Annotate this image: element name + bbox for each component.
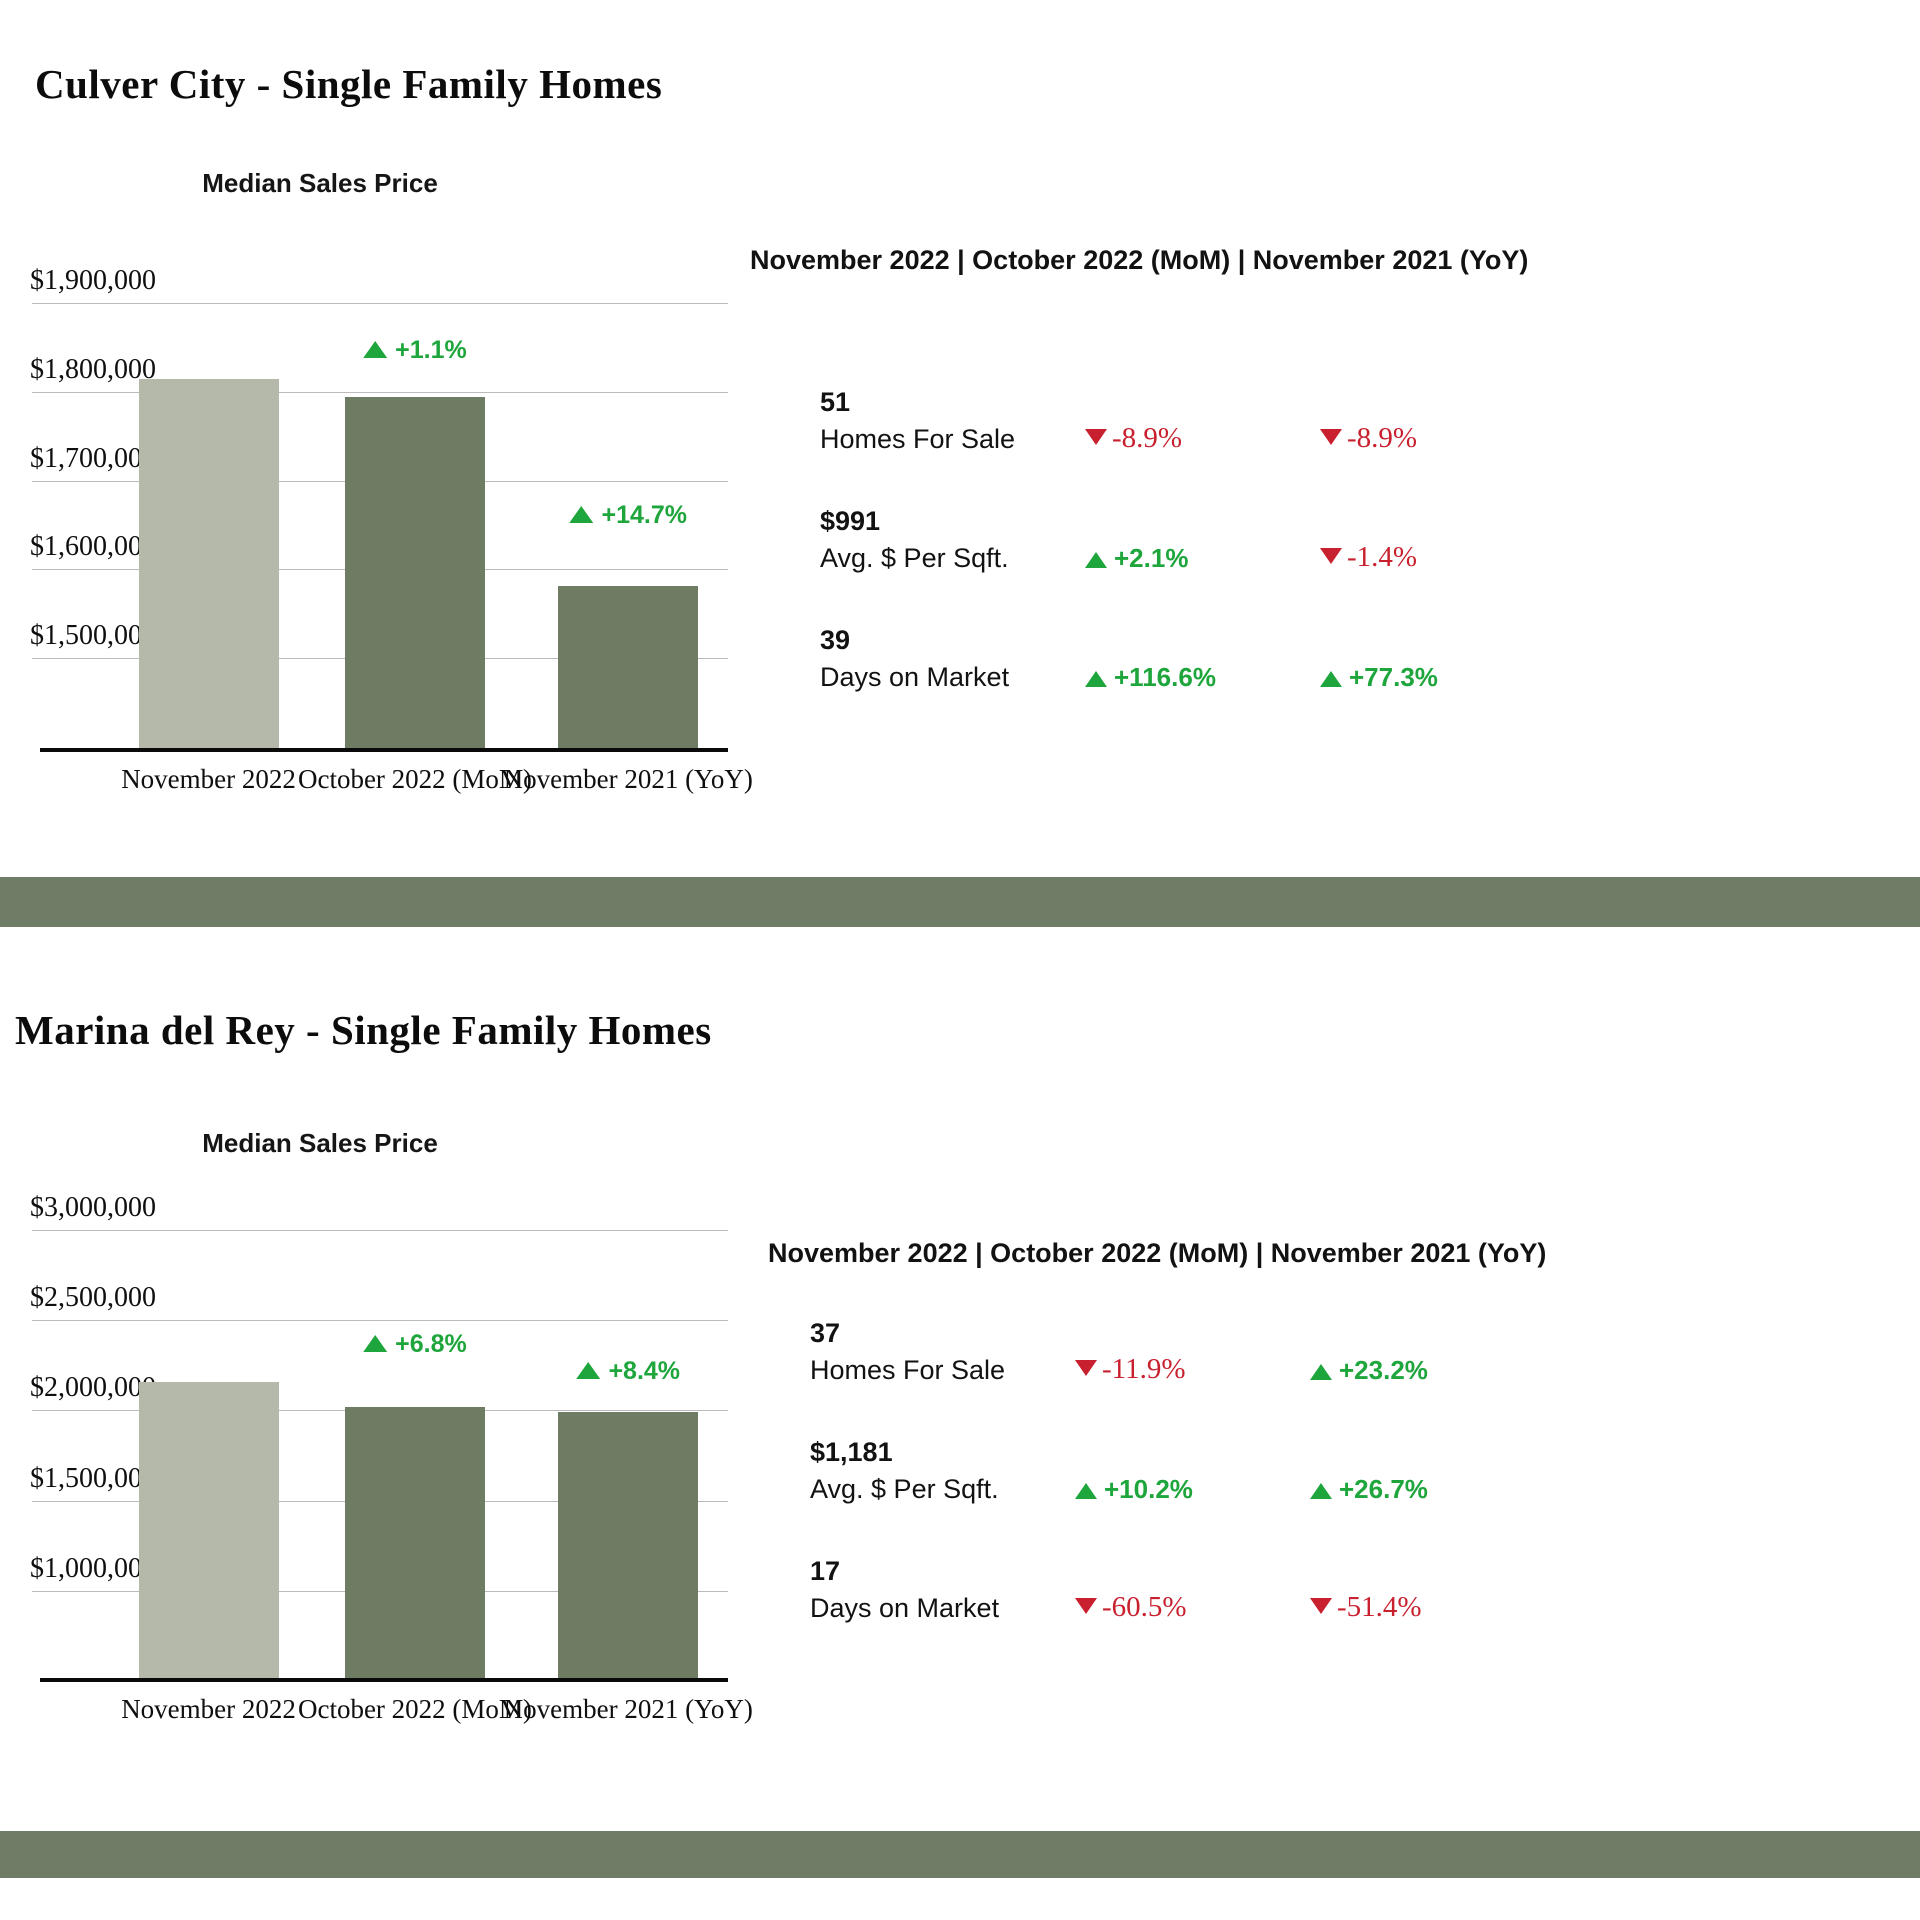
mom-change: -11.9% [1075,1353,1310,1390]
stat-row-days-on-market: 39 Days on Market +116.6% +77.3% [820,623,1560,697]
yoy-change: +23.2% [1310,1355,1578,1390]
y-axis-label: $2,500,000 [30,1282,156,1314]
y-axis-label: $3,000,000 [30,1191,156,1223]
stats-panel-header: November 2022 | October 2022 (MoM) | Nov… [768,1238,1547,1268]
y-axis-label: $1,900,000 [30,264,156,296]
pct-change-annotation: +8.4% [576,1358,680,1384]
x-axis-labels: November 2022 October 2022 (MoM) November … [40,764,753,806]
stat: 37 Homes For Sale [810,1316,1075,1390]
pct-change-annotation: +6.8% [363,1331,467,1357]
mom-change: +2.1% [1085,543,1320,578]
stat-row-days-on-market: 17 Days on Market -60.5% -51.4% [810,1554,1578,1628]
y-axis-label: $1,800,000 [30,353,156,385]
stats-rows: 51 Homes For Sale -8.9% -8.9% $991 Avg. … [750,385,1560,697]
gridline [32,1229,728,1231]
bar-november-2021-yoy- [558,1412,699,1678]
stat-value: $1,181 [810,1437,893,1467]
yoy-change: -1.4% [1320,541,1560,578]
x-axis-label: November 2021 (YoY) [503,764,753,794]
stat: 51 Homes For Sale [820,385,1085,459]
section-title-culver-city: Culver City - Single Family Homes [35,61,663,107]
stat: $991 Avg. $ Per Sqft. [820,504,1085,578]
x-axis-label: November 2022 [121,764,296,794]
mom-change: +10.2% [1075,1474,1310,1509]
x-axis-label: November 2022 [121,1694,296,1724]
marina-del-rey-median-sales-price-chart: Median Sales Price $3,000,000 $2,500,000 $… [30,1128,753,1736]
stat-label: Homes For Sale [820,424,1016,454]
stat-value: 37 [810,1318,841,1348]
stat-value: 51 [820,387,851,417]
stat-label: Days on Market [810,1593,1000,1623]
bar-november-2022 [138,1382,279,1678]
footer-divider-band [0,1831,1920,1878]
bar-chart-plot-area: $1,900,000 $1,800,000 $1,700,000 $1,600,000… [30,215,728,752]
x-axis-label: November 2021 (YoY) [503,1694,753,1724]
yoy-change: +77.3% [1320,662,1560,697]
gridline [32,1320,728,1322]
pct-change-annotation: +1.1% [363,337,467,363]
y-axis-label: $2,000,000 [30,1372,156,1404]
stat: $1,181 Avg. $ Per Sqft. [810,1435,1075,1509]
culver-city-median-sales-price-chart: Median Sales Price $1,900,000 $1,800,000 $… [30,168,753,806]
bar-october-2022-mom- [344,1406,485,1678]
x-axis-labels: November 2022 October 2022 (MoM) November … [40,1694,753,1736]
bar-chart-plot-area: $3,000,000 $2,500,000 $2,000,000 $1,500,000… [30,1192,728,1682]
stat-value: 39 [820,625,851,655]
section-title-marina-del-rey: Marina del Rey - Single Family Homes [15,1007,712,1053]
mom-change: -8.9% [1085,422,1320,459]
yoy-change: -51.4% [1310,1591,1578,1628]
mom-change: -60.5% [1075,1591,1310,1628]
y-axis-label: $1,600,000 [30,531,156,563]
culver-city-stats-panel: November 2022 | October 2022 (MoM) | Nov… [750,243,1560,742]
chart-title: Median Sales Price [202,1128,438,1158]
yoy-change: -8.9% [1320,422,1560,459]
stat-label: Homes For Sale [810,1355,1006,1385]
bar-november-2022 [138,379,279,748]
stats-rows: 37 Homes For Sale -11.9% +23.2% $1,181 A… [768,1316,1578,1628]
stat-value: 17 [810,1556,841,1586]
stat: 39 Days on Market [820,623,1085,697]
yoy-change: +26.7% [1310,1474,1578,1509]
x-axis-label: October 2022 (MoM) [297,764,532,794]
stat-row-avg-per-sqft: $1,181 Avg. $ Per Sqft. +10.2% +26.7% [810,1435,1578,1509]
bar-october-2022-mom- [344,397,485,748]
marina-del-rey-stats-panel: November 2022 | October 2022 (MoM) | Nov… [768,1236,1578,1673]
section-divider-band [0,877,1920,927]
stats-panel-header: November 2022 | October 2022 (MoM) | Nov… [750,245,1529,275]
y-axis-label: $1,700,000 [30,442,156,474]
stat-label: Avg. $ Per Sqft. [810,1474,999,1504]
stat-row-homes-for-sale: 51 Homes For Sale -8.9% -8.9% [820,385,1560,459]
stat: 17 Days on Market [810,1554,1075,1628]
y-axis-label: $1,500,000 [30,620,156,652]
stat-label: Days on Market [820,662,1010,692]
x-axis-label: October 2022 (MoM) [297,1694,532,1724]
pct-change-annotation: +14.7% [569,502,687,528]
y-axis-label: $1,500,000 [30,1462,156,1494]
stat-row-homes-for-sale: 37 Homes For Sale -11.9% +23.2% [810,1316,1578,1390]
bar-november-2021-yoy- [558,585,699,748]
mom-change: +116.6% [1085,662,1320,697]
y-axis-label: $1,000,000 [30,1553,156,1585]
stat-value: $991 [820,506,881,536]
chart-title: Median Sales Price [202,168,438,198]
stat-row-avg-per-sqft: $991 Avg. $ Per Sqft. +2.1% -1.4% [820,504,1560,578]
gridline [32,391,728,393]
gridline [32,302,728,304]
stat-label: Avg. $ Per Sqft. [820,543,1009,573]
